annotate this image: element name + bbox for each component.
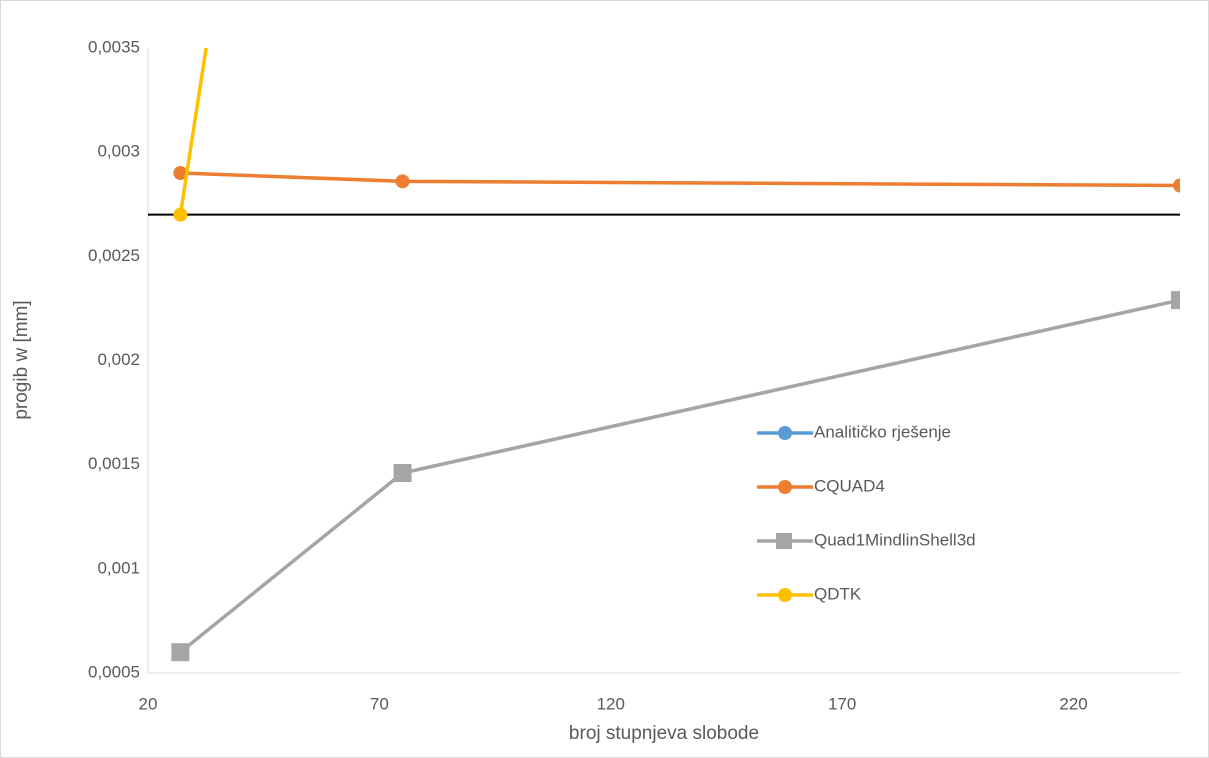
legend-marker	[778, 426, 792, 440]
legend-marker	[778, 480, 792, 494]
plot-area	[148, 48, 1180, 662]
x-tick-label: 70	[370, 694, 389, 713]
point	[1171, 291, 1180, 310]
y-tick-label: 0,001	[97, 558, 140, 577]
point	[171, 643, 190, 662]
x-tick-label: 120	[597, 694, 625, 713]
y-tick-label: 0,003	[97, 142, 140, 161]
point	[395, 174, 410, 189]
legend-marker	[776, 533, 792, 549]
legend-marker	[778, 588, 792, 602]
point	[173, 207, 188, 222]
y-tick-label: 0,0015	[88, 454, 140, 473]
point	[1173, 178, 1180, 193]
y-tick-label: 0,0035	[88, 37, 140, 56]
legend-label: QDTK	[814, 584, 862, 603]
legend-label: Quad1MindlinShell3d	[814, 530, 976, 549]
x-axis-label: broj stupnjeva slobode	[569, 723, 759, 744]
y-tick-label: 0,0025	[88, 246, 140, 265]
point	[173, 166, 188, 180]
x-tick-label: 170	[828, 694, 856, 713]
x-tick-label: 20	[139, 694, 158, 713]
point	[393, 464, 412, 482]
x-tick-label: 220	[1059, 694, 1087, 713]
legend-label: CQUAD4	[814, 476, 885, 495]
y-axis-label: progib w [mm]	[11, 300, 32, 419]
y-tick-label: 0,0005	[88, 662, 140, 681]
y-tick-label: 0,002	[97, 350, 140, 369]
legend-label: Analitičko rješenje	[814, 422, 951, 441]
